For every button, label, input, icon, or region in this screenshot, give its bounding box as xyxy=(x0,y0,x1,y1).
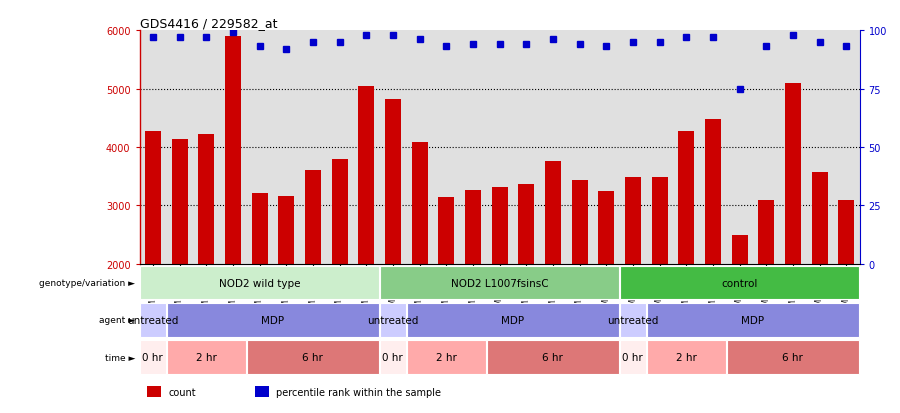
Text: NOD2 L1007fsinsC: NOD2 L1007fsinsC xyxy=(451,278,548,288)
Bar xyxy=(487,340,619,374)
Bar xyxy=(625,178,641,264)
Text: GDS4416 / 229582_at: GDS4416 / 229582_at xyxy=(140,17,277,30)
Bar xyxy=(785,84,801,264)
Text: untreated: untreated xyxy=(367,315,419,325)
Bar xyxy=(147,386,161,397)
Text: 6 hr: 6 hr xyxy=(302,352,323,362)
Text: percentile rank within the sample: percentile rank within the sample xyxy=(276,387,441,396)
Bar xyxy=(140,303,166,337)
Text: MDP: MDP xyxy=(261,315,284,325)
Bar xyxy=(620,266,859,300)
Bar xyxy=(172,140,187,264)
Bar xyxy=(255,386,269,397)
Text: agent ►: agent ► xyxy=(99,316,135,325)
Bar xyxy=(166,340,246,374)
Bar xyxy=(145,132,161,264)
Text: untreated: untreated xyxy=(127,315,178,325)
Bar xyxy=(705,120,721,264)
Bar xyxy=(732,236,748,264)
Bar xyxy=(647,303,859,337)
Bar xyxy=(278,196,294,264)
Bar xyxy=(647,340,725,374)
Bar xyxy=(140,340,166,374)
Text: count: count xyxy=(168,387,196,396)
Bar xyxy=(598,191,614,264)
Bar xyxy=(358,87,374,264)
Bar xyxy=(380,266,619,300)
Bar xyxy=(620,303,645,337)
Bar xyxy=(225,37,241,264)
Bar xyxy=(380,303,406,337)
Bar xyxy=(407,303,619,337)
Text: 0 hr: 0 hr xyxy=(382,352,403,362)
Text: NOD2 wild type: NOD2 wild type xyxy=(219,278,301,288)
Bar xyxy=(140,266,379,300)
Bar xyxy=(247,340,379,374)
Bar xyxy=(385,100,400,264)
Bar xyxy=(679,132,694,264)
Text: 2 hr: 2 hr xyxy=(676,352,697,362)
Bar xyxy=(758,201,774,264)
Text: 2 hr: 2 hr xyxy=(195,352,217,362)
Text: 6 hr: 6 hr xyxy=(782,352,804,362)
Bar xyxy=(198,134,214,264)
Text: 0 hr: 0 hr xyxy=(623,352,644,362)
Bar xyxy=(305,171,320,264)
Bar xyxy=(491,188,508,264)
Text: 0 hr: 0 hr xyxy=(142,352,163,362)
Text: time ►: time ► xyxy=(104,353,135,362)
Bar xyxy=(726,340,859,374)
Bar xyxy=(652,178,668,264)
Text: untreated: untreated xyxy=(608,315,659,325)
Bar xyxy=(572,181,588,264)
Bar xyxy=(407,340,486,374)
Bar xyxy=(438,197,454,264)
Bar xyxy=(518,184,535,264)
Bar xyxy=(838,201,854,264)
Bar xyxy=(166,303,379,337)
Bar xyxy=(544,161,561,264)
Bar xyxy=(251,193,267,264)
Text: 6 hr: 6 hr xyxy=(543,352,563,362)
Bar xyxy=(331,160,347,264)
Bar xyxy=(464,191,481,264)
Bar xyxy=(620,340,645,374)
Text: 2 hr: 2 hr xyxy=(436,352,456,362)
Bar xyxy=(411,143,428,264)
Text: control: control xyxy=(721,278,758,288)
Bar xyxy=(812,173,827,264)
Text: genotype/variation ►: genotype/variation ► xyxy=(39,278,135,287)
Bar xyxy=(380,340,406,374)
Text: MDP: MDP xyxy=(501,315,525,325)
Text: MDP: MDP xyxy=(742,315,764,325)
